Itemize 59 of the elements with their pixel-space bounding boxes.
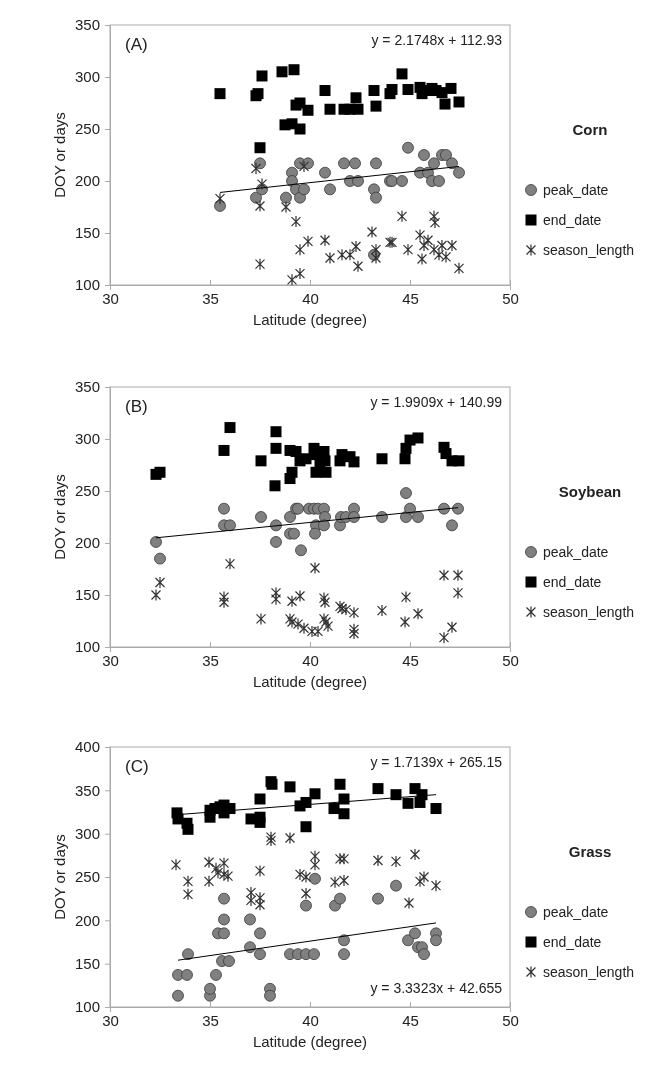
legend-label: end_date xyxy=(543,574,602,590)
annotation: y = 3.3323x + 42.655 xyxy=(370,980,503,996)
legend-label: peak_date xyxy=(543,904,609,920)
x-tick-label: 40 xyxy=(302,651,319,669)
legend-label: season_length xyxy=(543,604,635,620)
y-tick-label: 200 xyxy=(74,534,100,552)
x-tick-label: 30 xyxy=(102,289,119,307)
legend-title: Corn xyxy=(572,121,608,138)
y-axis-title: DOY or days xyxy=(51,834,68,920)
annotation: (B) xyxy=(125,397,148,416)
x-tick-label: 30 xyxy=(102,1011,119,1029)
y-tick-label: 250 xyxy=(74,482,100,500)
annotation: y = 1.7139x + 265.15 xyxy=(370,754,503,770)
x-tick-label: 45 xyxy=(402,289,419,307)
y-tick-label: 150 xyxy=(74,586,100,604)
x-tick-label: 35 xyxy=(202,289,219,307)
y-tick-label: 100 xyxy=(74,638,100,656)
y-tick-label: 250 xyxy=(74,120,100,138)
y-tick-label: 350 xyxy=(74,16,100,34)
y-axis-title: DOY or days xyxy=(51,474,68,560)
y-tick-label: 200 xyxy=(74,172,100,190)
x-tick-label: 30 xyxy=(102,651,119,669)
y-tick-label: 300 xyxy=(74,430,100,448)
x-axis-title: Latitude (degree) xyxy=(252,1033,368,1050)
x-tick-label: 40 xyxy=(302,1011,319,1029)
x-axis-title: Latitude (degree) xyxy=(252,673,368,690)
legend-title: Grass xyxy=(568,843,612,860)
x-tick-label: 50 xyxy=(502,651,519,669)
legend-label: season_length xyxy=(543,242,635,258)
x-tick-label: 50 xyxy=(502,1011,519,1029)
legend-label: end_date xyxy=(543,934,602,950)
legend-label: end_date xyxy=(543,212,602,228)
x-tick-label: 40 xyxy=(302,289,319,307)
legend-label: season_length xyxy=(543,964,635,980)
y-tick-label: 150 xyxy=(74,954,100,972)
y-tick-label: 400 xyxy=(74,738,100,756)
y-tick-label: 100 xyxy=(74,276,100,294)
y-tick-label: 300 xyxy=(74,68,100,86)
y-axis-title: DOY or days xyxy=(51,112,68,198)
y-tick-label: 300 xyxy=(74,824,100,842)
y-tick-label: 100 xyxy=(74,998,100,1016)
x-tick-label: 45 xyxy=(402,1011,419,1029)
y-tick-label: 200 xyxy=(74,911,100,929)
y-tick-label: 150 xyxy=(74,224,100,242)
annotation: (A) xyxy=(125,35,148,54)
annotation: (C) xyxy=(125,757,149,776)
y-tick-label: 350 xyxy=(74,781,100,799)
legend-label: peak_date xyxy=(543,544,609,560)
annotation: y = 1.9909x + 140.99 xyxy=(370,394,503,410)
y-tick-label: 350 xyxy=(74,378,100,396)
x-tick-label: 45 xyxy=(402,651,419,669)
legend-label: peak_date xyxy=(543,182,609,198)
y-tick-label: 250 xyxy=(74,868,100,886)
x-tick-label: 35 xyxy=(202,1011,219,1029)
annotation: y = 2.1748x + 112.93 xyxy=(371,32,503,48)
legend-title: Soybean xyxy=(558,483,622,500)
x-axis-title: Latitude (degree) xyxy=(252,311,368,328)
x-tick-label: 35 xyxy=(202,651,219,669)
x-tick-label: 50 xyxy=(502,289,519,307)
